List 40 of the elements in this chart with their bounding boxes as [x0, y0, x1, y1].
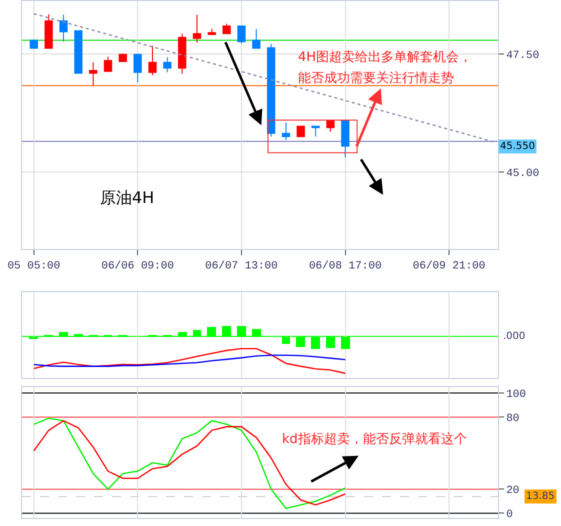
ref-line-label: .000 [503, 331, 526, 342]
candlestick [104, 56, 112, 72]
candlestick [237, 26, 246, 44]
x-tick-label: 05 05:00 [7, 260, 60, 272]
x-tick-label: 06/08 17:00 [308, 260, 382, 272]
y-tick-label: 20 [506, 485, 520, 498]
annotation: kd指标超卖，能否反弹就看这个 [282, 432, 467, 447]
candlestick [163, 56, 172, 73]
candlestick [252, 28, 260, 49]
candlestick [296, 126, 305, 138]
candlestick [118, 52, 127, 62]
candlestick [266, 44, 276, 138]
candlestick [134, 54, 142, 83]
y-tick-label: 0 [506, 509, 513, 522]
y-tick-label: 45.00 [506, 168, 540, 180]
x-tick-label: 06/09 21:00 [412, 260, 486, 272]
candlestick [74, 30, 82, 74]
candlestick [341, 120, 350, 158]
candlestick [222, 23, 231, 34]
candlestick [44, 14, 53, 49]
candlestick [178, 33, 186, 74]
candlestick [148, 45, 157, 76]
ref-line-label: 13.85 [526, 491, 555, 502]
annotation: 原油4H [100, 188, 154, 207]
candlestick [282, 122, 290, 140]
candlestick [208, 28, 216, 36]
candlestick [59, 14, 68, 42]
text: 45.550 [500, 141, 535, 152]
candlestick [89, 62, 98, 86]
candlestick [311, 126, 320, 138]
candlestick [326, 119, 335, 132]
candlestick [30, 39, 38, 50]
annotation: 4H图超卖给出多单解套机会， [298, 50, 472, 65]
annotation: 能否成功需要关注行情走势 [298, 71, 454, 86]
candlestick [192, 14, 202, 44]
x-tick-label: 06/07 13:00 [205, 260, 278, 272]
y-tick-label: 47.50 [506, 50, 540, 62]
x-tick-label: 06/06 09:00 [101, 260, 174, 272]
y-tick-label: 80 [506, 412, 520, 425]
y-tick-label: 100 [506, 388, 526, 401]
